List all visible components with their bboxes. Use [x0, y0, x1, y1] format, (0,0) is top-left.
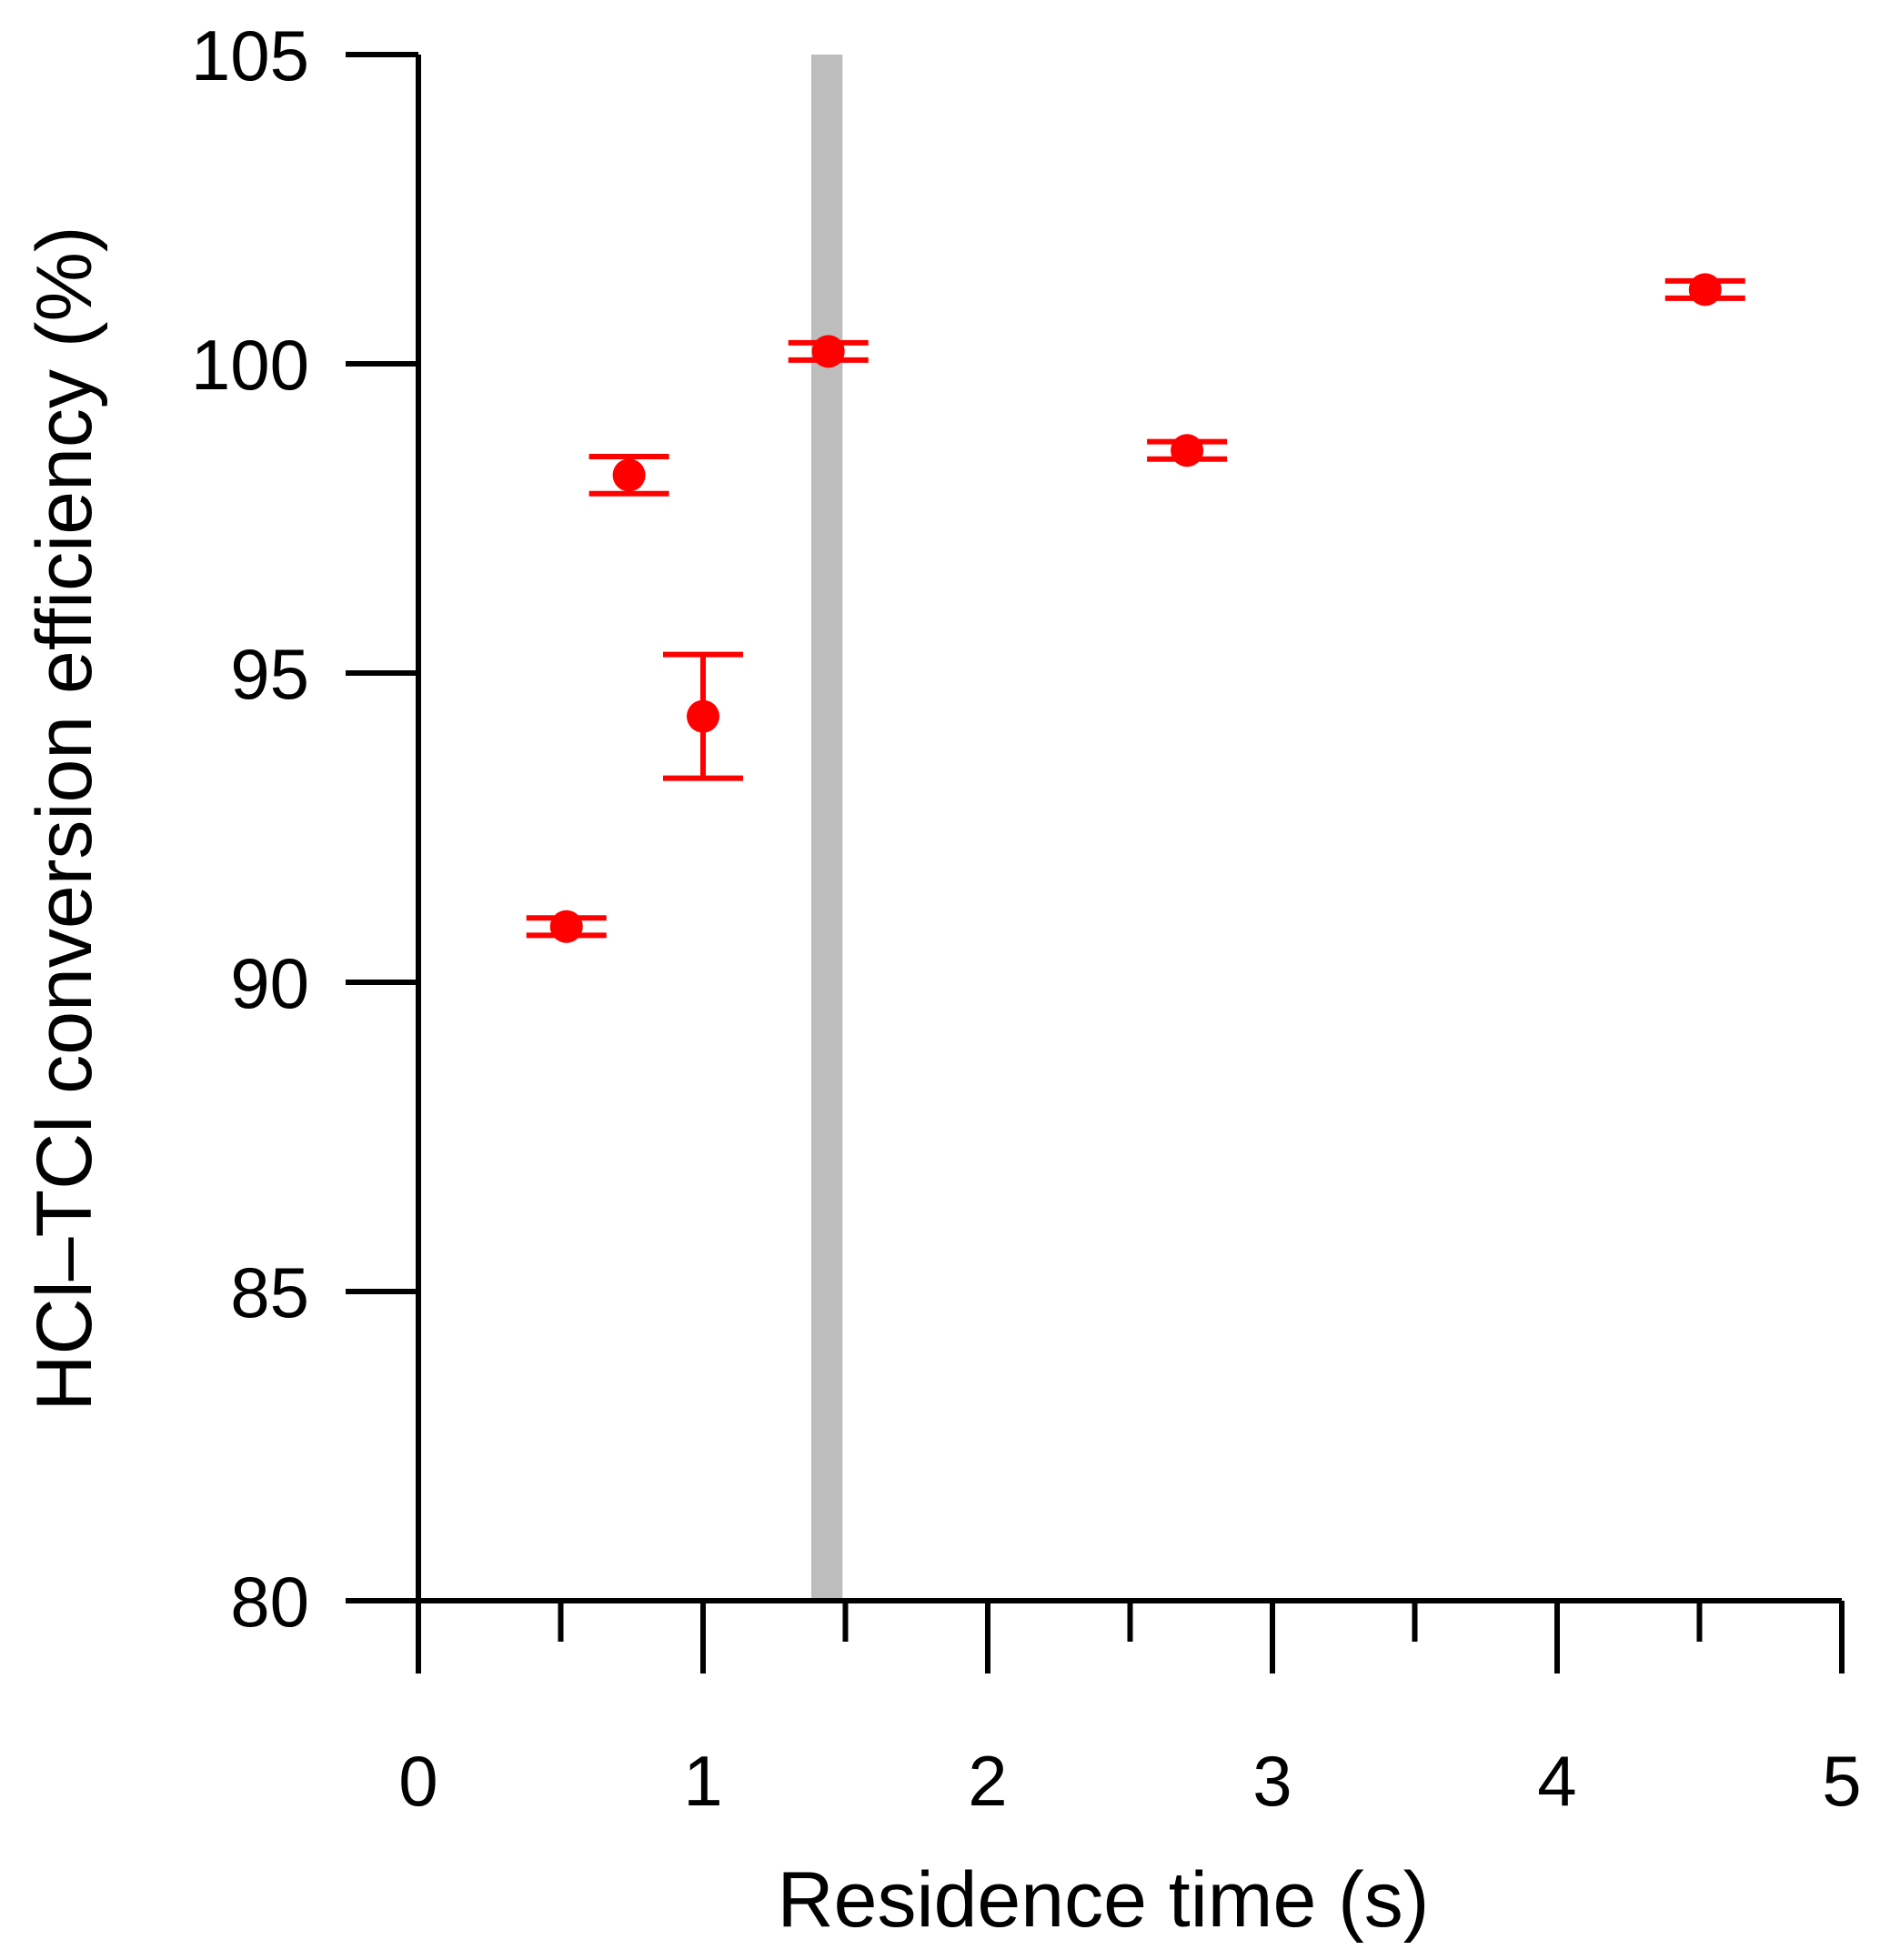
x-ticks: 0 1 2 3 4 5 — [398, 1601, 1862, 1821]
point-marker — [1688, 273, 1722, 307]
x-minor-ticks — [558, 1601, 1703, 1642]
point-marker — [687, 699, 719, 733]
shaded-band — [810, 55, 843, 1601]
y-tick-label: 80 — [230, 1562, 309, 1642]
point-marker — [811, 335, 845, 368]
data-points — [526, 273, 1745, 943]
x-tick-label: 3 — [1252, 1741, 1292, 1821]
data-point — [526, 910, 607, 943]
point-marker — [1171, 434, 1204, 467]
data-point — [1664, 273, 1745, 307]
y-tick-label: 85 — [230, 1252, 309, 1332]
data-point — [588, 454, 669, 497]
x-tick-label: 4 — [1537, 1741, 1576, 1821]
y-tick-label: 100 — [191, 325, 309, 405]
point-marker — [612, 458, 646, 492]
y-ticks: 80 85 90 95 100 105 — [191, 15, 418, 1642]
x-axis-title: Residence time (s) — [778, 1856, 1430, 1944]
x-tick-label: 1 — [683, 1741, 722, 1821]
y-tick-label: 105 — [191, 15, 309, 95]
y-tick-label: 90 — [230, 943, 309, 1023]
data-point — [788, 335, 869, 368]
data-point — [1147, 434, 1228, 467]
x-tick-label: 0 — [398, 1741, 437, 1821]
point-marker — [549, 910, 583, 943]
y-tick-label: 95 — [230, 634, 309, 714]
data-point — [663, 651, 743, 781]
x-tick-label: 2 — [968, 1741, 1007, 1821]
y-axis-title: HCl–TCl conversion efficiency (%) — [21, 226, 108, 1411]
x-tick-label: 5 — [1822, 1741, 1861, 1821]
